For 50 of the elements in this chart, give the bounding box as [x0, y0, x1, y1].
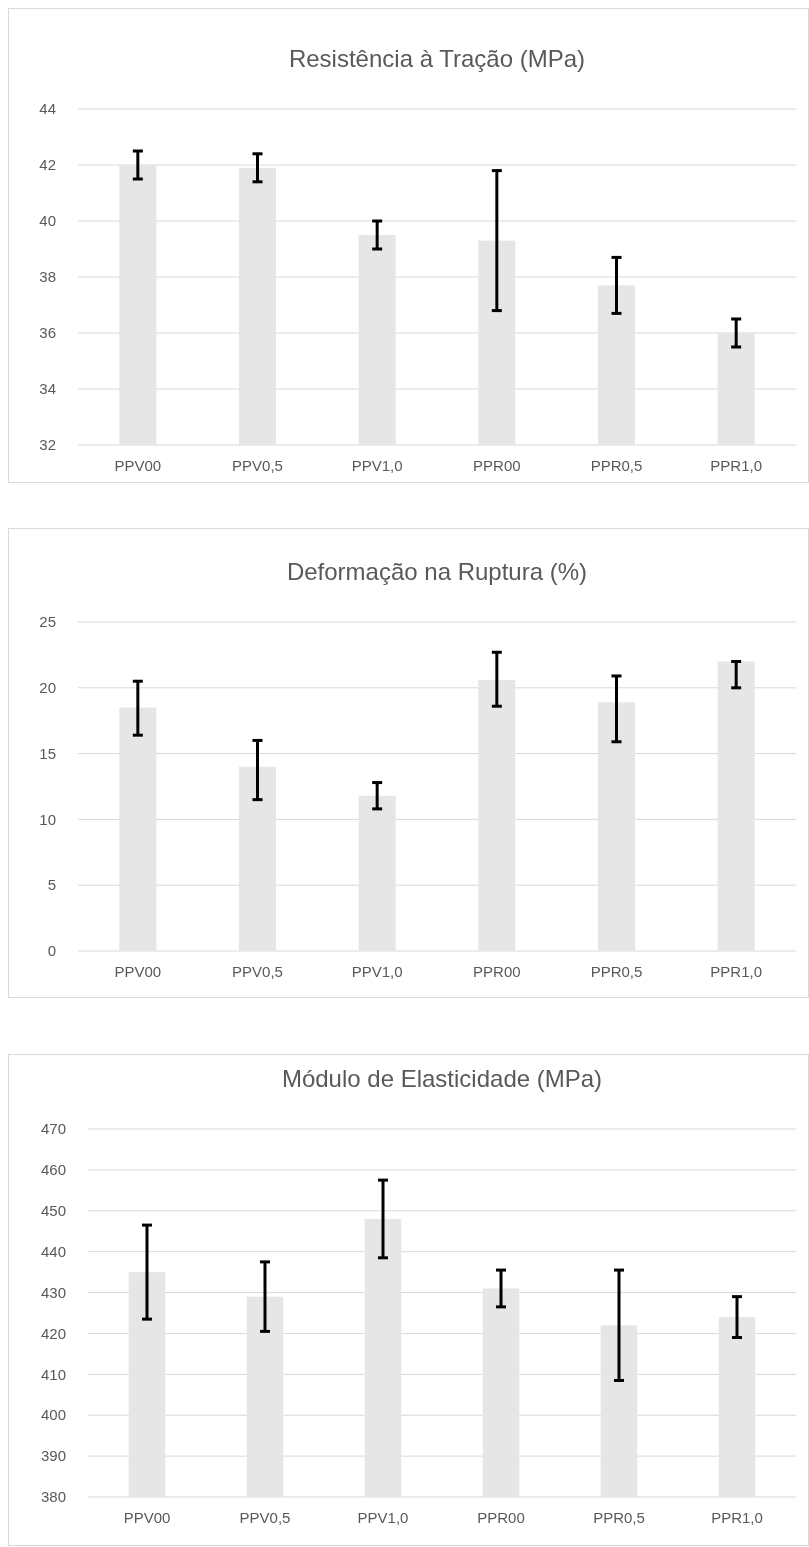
x-tick-label: PPV1,0: [357, 1509, 409, 1526]
y-tick-label: 460: [40, 1161, 66, 1179]
bar: [238, 766, 277, 951]
x-tick-label: PPR0,5: [590, 963, 643, 980]
y-tick-label: 25: [39, 613, 56, 631]
y-tick-label: 20: [39, 679, 56, 697]
y-tick-label: 420: [40, 1324, 66, 1342]
bar: [119, 707, 157, 951]
x-tick-label: PPR1,0: [710, 457, 763, 474]
y-tick-label: 410: [40, 1365, 66, 1383]
y-tick-label: 400: [40, 1406, 66, 1424]
x-tick-label: PPV00: [123, 1509, 171, 1526]
chart-title: Deformação na Ruptura (%): [286, 558, 588, 585]
x-tick-label: PPV00: [114, 457, 162, 474]
x-tick-label: PPR1,0: [711, 1509, 763, 1526]
chart-title: Resistência à Tração (MPa): [288, 45, 586, 72]
y-tick-label: 10: [39, 810, 56, 828]
y-tick-label: 0: [47, 942, 56, 960]
x-tick-label: PPV0,5: [239, 1509, 291, 1526]
bar: [717, 661, 755, 951]
y-tick-label: 390: [40, 1447, 66, 1465]
x-tick-label: PPV0,5: [232, 963, 283, 980]
x-tick-label: PPR00: [473, 963, 521, 980]
bar: [597, 702, 636, 951]
bar: [478, 679, 516, 951]
y-tick-label: 32: [39, 436, 56, 454]
y-tick-label: 36: [39, 324, 56, 342]
x-tick-label: PPR1,0: [710, 963, 763, 980]
y-tick-label: 34: [39, 380, 56, 398]
y-tick-label: 440: [40, 1242, 66, 1260]
y-tick-label: 42: [39, 156, 56, 174]
x-tick-label: PPV00: [114, 963, 162, 980]
y-tick-label: 380: [40, 1488, 66, 1506]
y-tick-label: 38: [39, 268, 56, 286]
x-tick-label: PPV1,0: [351, 963, 403, 980]
x-tick-label: PPR00: [477, 1509, 525, 1526]
x-tick-label: PPV1,0: [351, 457, 403, 474]
chart-title: Módulo de Elasticidade (MPa): [281, 1065, 603, 1092]
bar: [358, 795, 396, 951]
y-tick-label: 430: [40, 1283, 66, 1301]
y-tick-label: 470: [40, 1120, 66, 1138]
y-tick-label: 40: [39, 212, 56, 230]
y-tick-label: 5: [47, 876, 56, 894]
x-tick-label: PPR0,5: [593, 1509, 645, 1526]
y-tick-label: 450: [40, 1202, 66, 1220]
y-tick-label: 44: [39, 100, 56, 118]
x-tick-label: PPR0,5: [590, 457, 643, 474]
x-tick-label: PPR00: [473, 457, 521, 474]
x-tick-label: PPV0,5: [232, 457, 283, 474]
y-tick-label: 15: [39, 744, 56, 762]
